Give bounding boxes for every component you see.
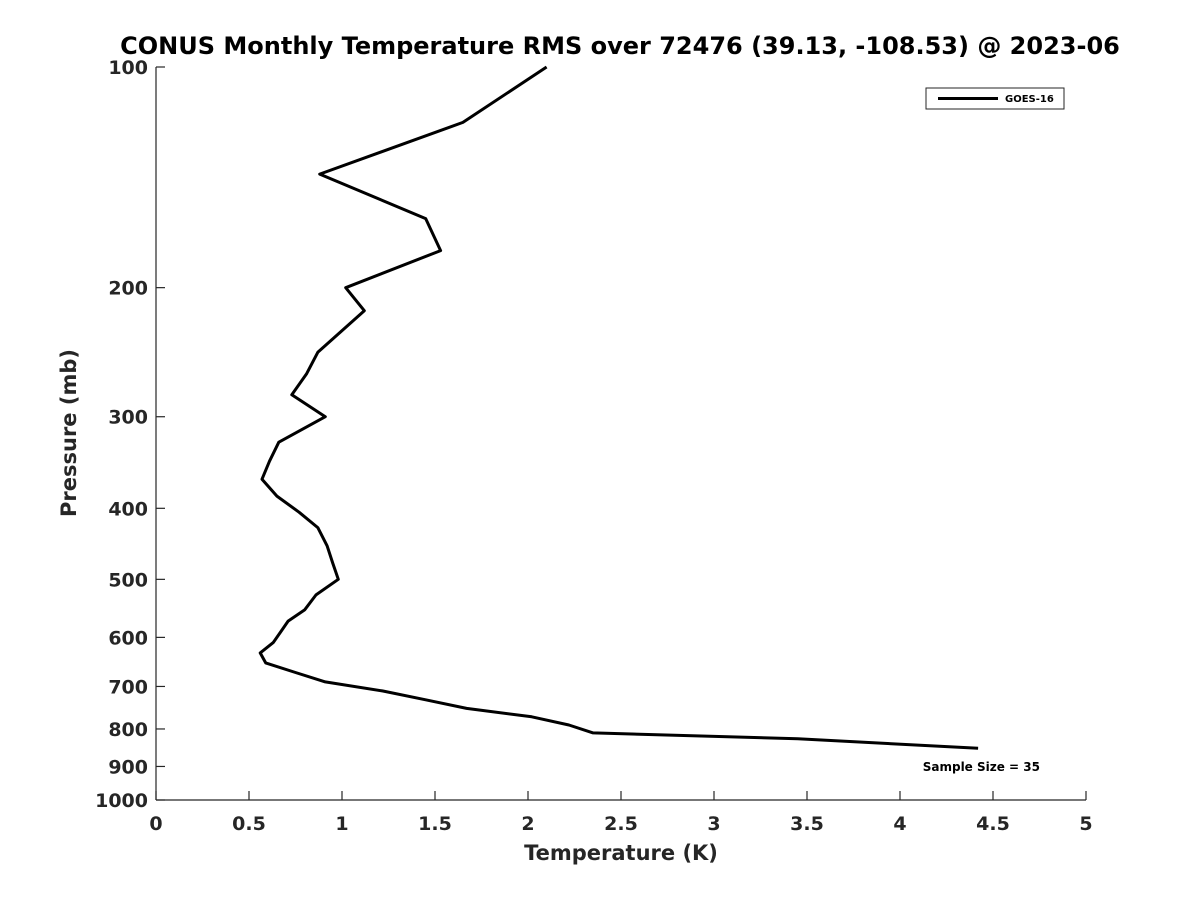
y-tick-label: 400 bbox=[108, 498, 148, 520]
y-tick-label: 1000 bbox=[95, 790, 148, 812]
x-tick-label: 1 bbox=[335, 813, 348, 835]
x-tick-label: 3.5 bbox=[790, 813, 824, 835]
x-axis-ticks: 0 0.5 1 1.5 2 2.5 3 3.5 4 4.5 5 bbox=[149, 791, 1093, 835]
sample-size-annotation: Sample Size = 35 bbox=[923, 760, 1040, 774]
y-tick-label: 900 bbox=[108, 756, 148, 778]
x-tick-label: 1.5 bbox=[418, 813, 452, 835]
y-tick-label: 100 bbox=[108, 57, 148, 79]
legend-label: GOES-16 bbox=[1005, 94, 1054, 105]
x-tick-label: 4 bbox=[893, 813, 906, 835]
y-tick-label: 500 bbox=[108, 569, 148, 591]
x-tick-label: 4.5 bbox=[976, 813, 1010, 835]
x-tick-label: 5 bbox=[1079, 813, 1092, 835]
x-tick-label: 2.5 bbox=[604, 813, 638, 835]
x-tick-label: 2 bbox=[521, 813, 534, 835]
x-tick-label: 0.5 bbox=[232, 813, 266, 835]
y-axis-ticks: 100 200 300 400 500 600 700 800 900 1000 bbox=[95, 57, 165, 812]
series-lines bbox=[258, 65, 979, 750]
y-tick-label: 700 bbox=[108, 676, 148, 698]
y-axis-label: Pressure (mb) bbox=[57, 349, 81, 517]
y-tick-label: 600 bbox=[108, 627, 148, 649]
x-tick-label: 3 bbox=[707, 813, 720, 835]
legend: GOES-16 bbox=[925, 87, 1065, 110]
x-axis-label: Temperature (K) bbox=[524, 841, 718, 865]
chart-title: CONUS Monthly Temperature RMS over 72476… bbox=[120, 32, 1120, 60]
y-tick-label: 300 bbox=[108, 407, 148, 429]
x-tick-label: 0 bbox=[149, 813, 162, 835]
y-tick-label: 800 bbox=[108, 719, 148, 741]
y-tick-label: 200 bbox=[108, 278, 148, 300]
